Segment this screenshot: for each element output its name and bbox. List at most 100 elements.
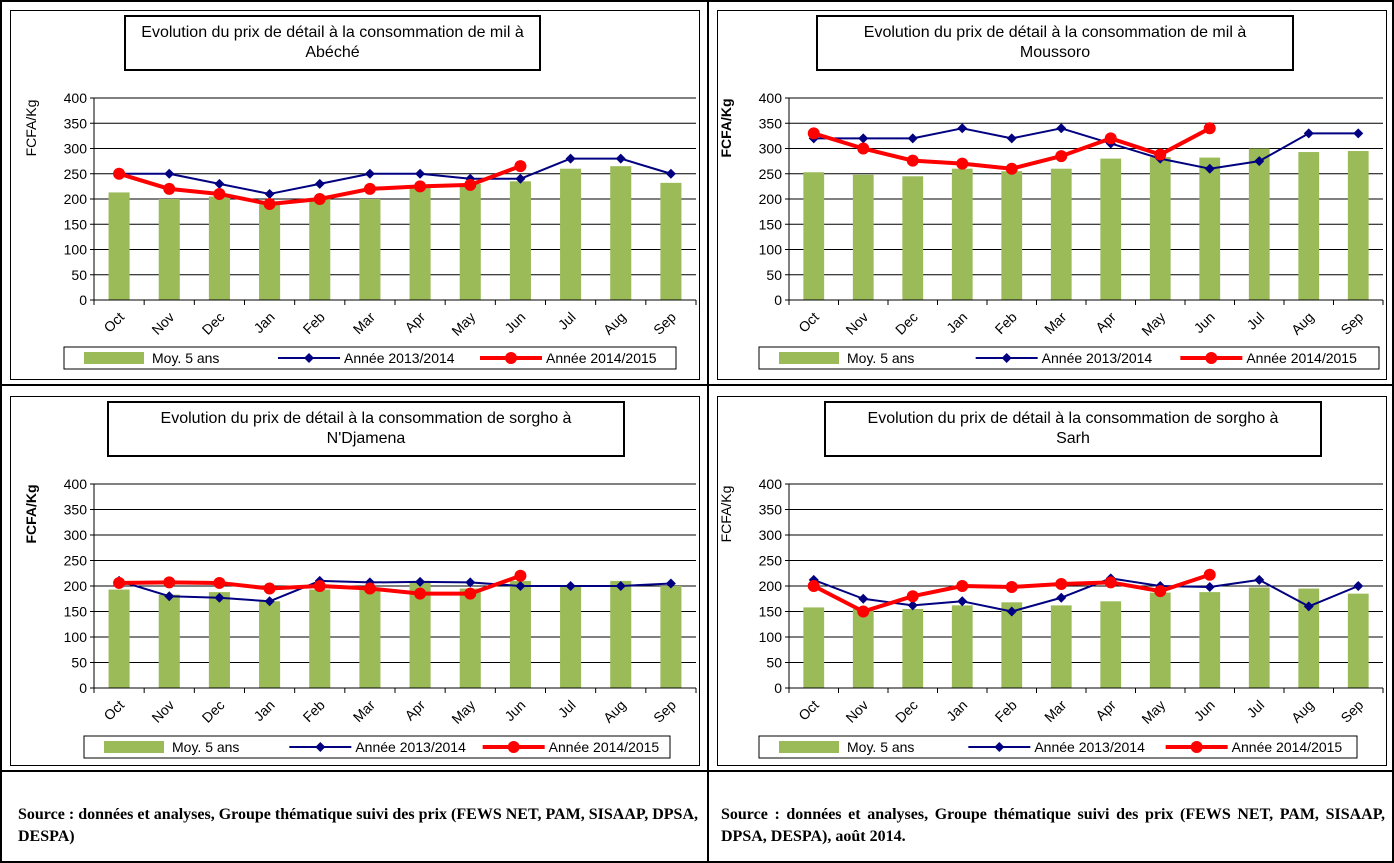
y-tick-label: 350 — [64, 502, 88, 518]
y-axis-label: FCFA/Kg — [718, 98, 734, 157]
chart-border — [717, 396, 1387, 766]
marker-2014-2015 — [807, 580, 820, 592]
y-tick-label: 300 — [759, 527, 783, 543]
marker-2013-2014 — [214, 592, 225, 603]
y-tick-label: 400 — [64, 90, 88, 106]
bar-jul — [560, 168, 582, 300]
marker-2013-2014 — [615, 153, 626, 164]
marker-2013-2014 — [515, 581, 526, 591]
bar-jan — [951, 605, 973, 688]
legend-marker-2013-2014 — [304, 353, 314, 363]
marker-2013-2014 — [1254, 574, 1265, 585]
bar-nov — [852, 174, 874, 300]
marker-2013-2014 — [1006, 606, 1017, 617]
marker-2014-2015 — [464, 587, 477, 600]
y-tick-label: 400 — [759, 476, 783, 492]
y-tick-label: 400 — [64, 476, 88, 492]
chart-panel-sarh: 0 50 100 150 200 250 300 350 400 FCFA/Kg Oct Nov Dec… — [717, 396, 1387, 766]
y-tick-label: 0 — [774, 680, 782, 696]
marker-2014-2015 — [263, 582, 276, 595]
marker-2013-2014 — [565, 581, 576, 591]
bar-sep — [660, 182, 682, 300]
marker-2013-2014 — [1204, 163, 1215, 174]
bar-aug — [1298, 152, 1320, 300]
frame-bottom — [0, 861, 1394, 863]
marker-2014-2015 — [1104, 132, 1117, 145]
y-tick-label: 350 — [759, 502, 783, 518]
bar-oct — [108, 589, 130, 688]
marker-2013-2014 — [1204, 582, 1215, 593]
bar-mar — [1050, 168, 1072, 300]
bar-dec — [208, 592, 230, 688]
y-tick-label: 100 — [64, 629, 88, 645]
marker-2013-2014 — [957, 123, 968, 134]
y-tick-label: 50 — [71, 655, 87, 671]
marker-2013-2014 — [415, 168, 426, 179]
frame-top — [0, 0, 1394, 2]
legend-label-2014-2015: Année 2014/2015 — [1246, 350, 1357, 366]
legend-box — [758, 735, 1358, 759]
marker-2014-2015 — [906, 590, 919, 603]
marker-2013-2014 — [858, 593, 869, 604]
chart-title-box — [816, 15, 1294, 71]
frame-left — [0, 0, 2, 863]
bar-may — [1149, 157, 1171, 300]
marker-2014-2015 — [163, 182, 176, 195]
chart-title-box — [824, 401, 1322, 457]
marker-2013-2014 — [1303, 601, 1314, 612]
marker-2013-2014 — [1006, 133, 1017, 144]
bar-nov — [158, 594, 180, 688]
bar-aug — [1298, 588, 1320, 688]
bar-jun — [509, 181, 531, 300]
y-tick-label: 200 — [64, 191, 88, 207]
bar-feb — [309, 199, 331, 300]
series-line-2013-2014 — [118, 579, 671, 603]
marker-2014-2015 — [363, 182, 376, 195]
series-line-2013-2014 — [813, 577, 1359, 613]
marker-2014-2015 — [807, 127, 820, 140]
bar-jul — [1248, 587, 1270, 688]
bar-apr — [409, 187, 431, 300]
marker-2013-2014 — [164, 168, 175, 179]
legend-box — [83, 735, 671, 759]
marker-2014-2015 — [514, 569, 527, 582]
legend-label-avg: Moy. 5 ans — [152, 350, 219, 366]
marker-2014-2015 — [956, 157, 969, 170]
marker-2014-2015 — [213, 576, 226, 589]
marker-2014-2015 — [1154, 148, 1167, 161]
marker-2014-2015 — [313, 580, 326, 592]
bar-sep — [1347, 151, 1369, 300]
y-tick-label: 0 — [774, 292, 782, 308]
series-line-2013-2014 — [813, 127, 1359, 170]
marker-2014-2015 — [113, 576, 126, 589]
legend-label-2014-2015: Année 2014/2015 — [549, 739, 660, 755]
marker-2013-2014 — [1254, 156, 1265, 167]
marker-2014-2015 — [514, 160, 527, 173]
legend-label-2014-2015: Année 2014/2015 — [546, 350, 657, 366]
chart-title-box — [107, 401, 625, 457]
bar-jul — [1248, 148, 1270, 300]
chart-title-line: Evolution du prix de détail à la consomm… — [864, 24, 1247, 41]
legend-label-avg: Moy. 5 ans — [172, 739, 239, 755]
y-tick-label: 200 — [64, 578, 88, 594]
chart-title-line: Moussoro — [1020, 44, 1090, 61]
y-tick-label: 150 — [759, 216, 783, 232]
marker-2014-2015 — [113, 167, 126, 180]
y-tick-label: 150 — [64, 216, 88, 232]
marker-2014-2015 — [263, 198, 276, 211]
marker-2013-2014 — [1303, 128, 1314, 139]
y-tick-label: 150 — [759, 604, 783, 620]
marker-2014-2015 — [363, 582, 376, 595]
bar-nov — [852, 608, 874, 688]
chart-title-line: Evolution du prix de détail à la consomm… — [161, 410, 572, 427]
legend-marker-2014-2015 — [1205, 352, 1218, 364]
bar-apr — [409, 580, 431, 688]
legend-swatch-avg — [779, 741, 839, 753]
marker-2014-2015 — [313, 193, 326, 205]
y-axis-label: FCFA/Kg — [23, 100, 39, 157]
marker-2014-2015 — [1005, 162, 1018, 175]
chart-panel-abeche: 0 50 100 150 200 250 300 350 400 FCFA/Kg Oct Nov Dec… — [10, 10, 700, 380]
legend-label-2014-2015: Année 2014/2015 — [1232, 739, 1343, 755]
marker-2014-2015 — [163, 576, 176, 589]
